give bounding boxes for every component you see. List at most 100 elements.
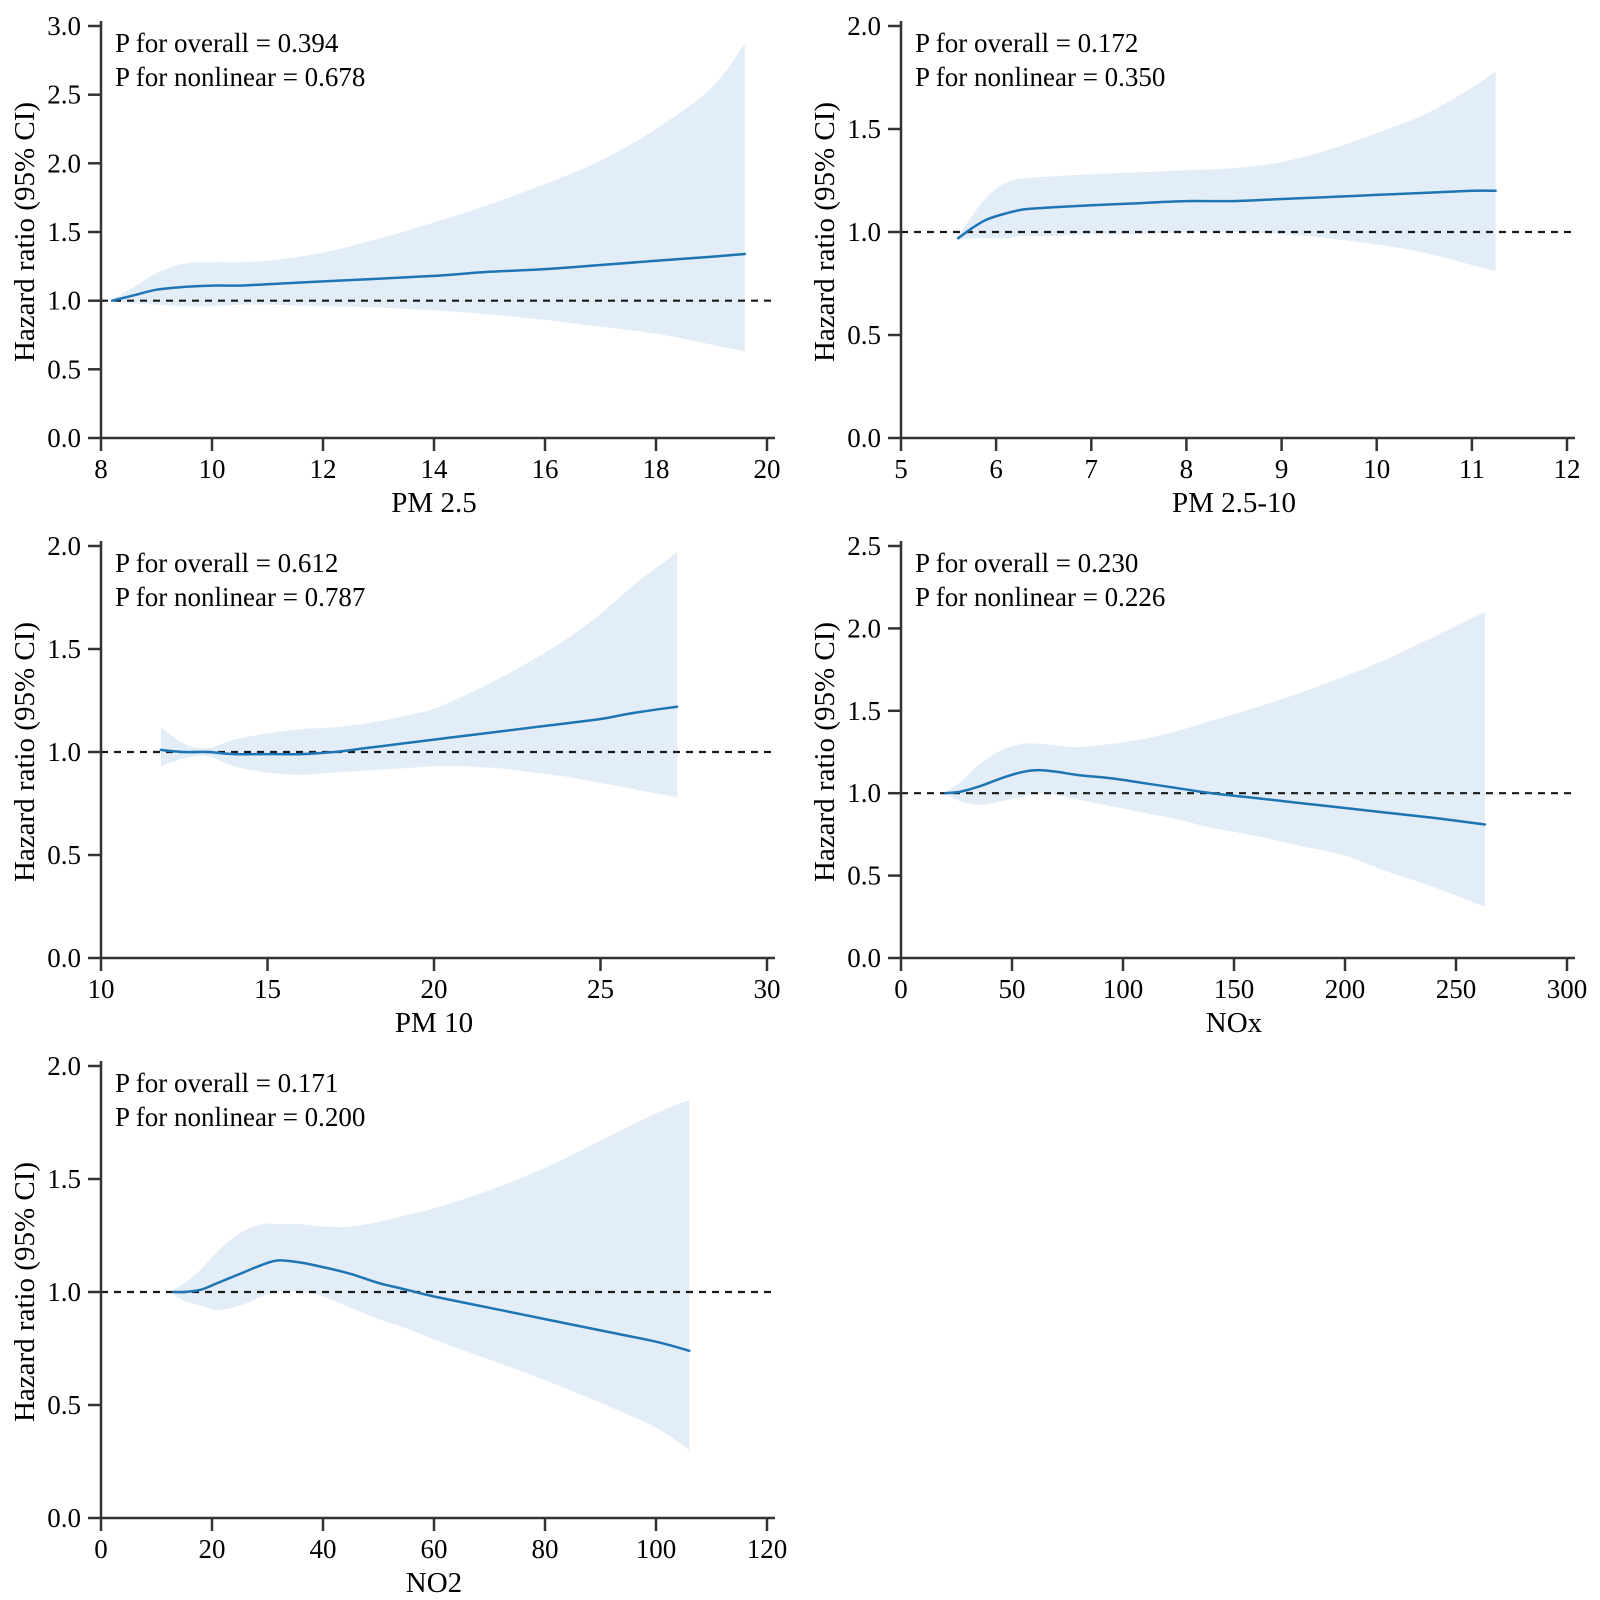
x-tick-label: 7 <box>1085 454 1099 484</box>
y-axis-label: Hazard ratio (95% CI) <box>9 1162 41 1422</box>
panel-no2: 0.0 0.5 1.0 1.5 2.0 0 20 40 60 80 100 120 NO2 Hazard … <box>0 1040 800 1600</box>
x-axis-label: PM 2.5-10 <box>1172 487 1296 519</box>
p-nonlinear-annotation: P for nonlinear = 0.350 <box>915 62 1165 92</box>
x-tick-label: 150 <box>1214 974 1255 1004</box>
x-tick-label: 18 <box>643 454 670 484</box>
y-tick-label: 2.0 <box>847 11 881 41</box>
y-tick-label: 2.0 <box>847 613 881 643</box>
panel-pm25: 0.0 0.5 1.0 1.5 2.0 2.5 3.0 8 10 12 14 16 18 20 PM 2.5… <box>0 0 800 520</box>
x-tick-label: 12 <box>1554 454 1581 484</box>
y-tick-label: 2.0 <box>47 148 81 178</box>
x-tick-label: 6 <box>989 454 1003 484</box>
tick-labels: 0.0 0.5 1.0 1.5 2.0 2.5 3.0 8 10 12 14 16 18 20 <box>47 11 780 484</box>
x-axis-label: PM 10 <box>395 1007 473 1039</box>
y-tick-label: 0.5 <box>47 840 81 870</box>
x-tick-label: 50 <box>999 974 1026 1004</box>
p-overall-annotation: P for overall = 0.171 <box>115 1068 338 1098</box>
hazard-ratio-curve <box>159 705 679 756</box>
x-tick-label: 9 <box>1275 454 1289 484</box>
y-tick-label: 2.0 <box>47 1051 81 1081</box>
p-value-annotations: P for overall = 0.172 P for nonlinear = 0… <box>915 28 1165 92</box>
x-tick-label: 100 <box>1103 974 1144 1004</box>
p-value-annotations: P for overall = 0.612 P for nonlinear = 0… <box>115 548 365 612</box>
p-value-annotations: P for overall = 0.394 P for nonlinear = 0… <box>115 28 365 92</box>
x-tick-label: 10 <box>1363 454 1390 484</box>
p-overall-annotation: P for overall = 0.230 <box>915 548 1138 578</box>
y-tick-label: 1.0 <box>847 217 881 247</box>
axes <box>88 1061 775 1531</box>
ci-band <box>160 552 678 798</box>
y-tick-label: 2.0 <box>47 531 81 561</box>
x-tick-label: 20 <box>754 454 781 484</box>
x-tick-label: 0 <box>894 974 908 1004</box>
y-axis-label: Hazard ratio (95% CI) <box>9 622 41 882</box>
y-tick-label: 0.5 <box>847 861 881 891</box>
x-tick-label: 20 <box>421 974 448 1004</box>
ci-band <box>958 71 1496 272</box>
p-value-annotations: P for overall = 0.171 P for nonlinear = 0… <box>115 1068 365 1132</box>
x-tick-label: 0 <box>94 1534 108 1564</box>
chart-pm25: 0.0 0.5 1.0 1.5 2.0 2.5 3.0 8 10 12 14 16 18 20 PM 2.5… <box>9 11 781 519</box>
x-tick-label: 120 <box>747 1534 788 1564</box>
p-nonlinear-annotation: P for nonlinear = 0.226 <box>915 582 1165 612</box>
hazard-ratio-curve <box>171 1259 691 1353</box>
y-tick-label: 1.5 <box>47 217 81 247</box>
x-tick-label: 40 <box>310 1534 337 1564</box>
y-tick-label: 1.0 <box>47 737 81 767</box>
x-tick-label: 11 <box>1459 454 1485 484</box>
tick-labels: 0.0 0.5 1.0 1.5 2.0 0 20 40 60 80 100 120 <box>47 1051 787 1564</box>
y-tick-label: 2.5 <box>847 531 881 561</box>
panel-pm10: 0.0 0.5 1.0 1.5 2.0 10 15 20 25 30 PM 10 Hazard rat… <box>0 520 800 1040</box>
p-nonlinear-annotation: P for nonlinear = 0.200 <box>115 1102 365 1132</box>
y-axis-label: Hazard ratio (95% CI) <box>9 102 41 362</box>
tick-labels: 0.0 0.5 1.0 1.5 2.0 2.5 0 50 100 150 200 250 300 <box>847 531 1587 1004</box>
hazard-ratio-curve <box>110 252 747 302</box>
hazard-ratio-curve <box>944 768 1487 826</box>
x-tick-label: 200 <box>1325 974 1366 1004</box>
y-tick-label: 1.5 <box>847 696 881 726</box>
p-nonlinear-annotation: P for nonlinear = 0.787 <box>115 582 365 612</box>
y-tick-label: 0.0 <box>47 423 81 453</box>
y-tick-label: 1.0 <box>47 286 81 316</box>
y-tick-label: 1.5 <box>847 114 881 144</box>
x-tick-label: 20 <box>199 1534 226 1564</box>
y-tick-label: 1.5 <box>47 634 81 664</box>
y-tick-label: 0.0 <box>847 423 881 453</box>
y-tick-label: 2.5 <box>47 80 81 110</box>
x-tick-label: 16 <box>532 454 559 484</box>
x-tick-label: 10 <box>199 454 226 484</box>
y-axis-label: Hazard ratio (95% CI) <box>809 102 841 362</box>
axes <box>888 541 1575 971</box>
x-tick-label: 25 <box>587 974 614 1004</box>
tick-labels: 0.0 0.5 1.0 1.5 2.0 10 15 20 25 30 <box>47 531 780 1004</box>
x-tick-label: 300 <box>1547 974 1588 1004</box>
x-tick-label: 12 <box>310 454 337 484</box>
panel-pm25-10: 0.0 0.5 1.0 1.5 2.0 5 6 7 8 9 10 11 12 PM 2.5-10 Hazar… <box>800 0 1600 520</box>
x-tick-label: 14 <box>421 454 449 484</box>
p-overall-annotation: P for overall = 0.612 <box>115 548 338 578</box>
y-tick-label: 1.5 <box>47 1164 81 1194</box>
x-axis-label: NOx <box>1206 1007 1263 1039</box>
p-overall-annotation: P for overall = 0.172 <box>915 28 1138 58</box>
y-tick-label: 1.0 <box>847 778 881 808</box>
chart-pm25-10: 0.0 0.5 1.0 1.5 2.0 5 6 7 8 9 10 11 12 PM 2.5-10 Hazar… <box>809 11 1581 519</box>
axes <box>88 541 775 971</box>
ci-band <box>173 1099 690 1451</box>
x-tick-label: 8 <box>1180 454 1194 484</box>
x-tick-label: 10 <box>88 974 115 1004</box>
axes <box>888 21 1575 451</box>
axes <box>88 21 775 451</box>
y-tick-label: 0.0 <box>47 943 81 973</box>
ci-band <box>945 611 1485 907</box>
p-overall-annotation: P for overall = 0.394 <box>115 28 339 58</box>
y-tick-label: 0.5 <box>847 320 881 350</box>
x-tick-label: 15 <box>254 974 281 1004</box>
panel-nox: 0.0 0.5 1.0 1.5 2.0 2.5 0 50 100 150 200 250 300 NOx H… <box>800 520 1600 1040</box>
x-axis-label: PM 2.5 <box>391 487 476 519</box>
x-axis-label: NO2 <box>406 1567 462 1599</box>
ci-band <box>112 43 745 352</box>
x-tick-label: 60 <box>421 1534 448 1564</box>
y-tick-label: 1.0 <box>47 1277 81 1307</box>
chart-pm10: 0.0 0.5 1.0 1.5 2.0 10 15 20 25 30 PM 10 Hazard rat… <box>9 531 781 1039</box>
